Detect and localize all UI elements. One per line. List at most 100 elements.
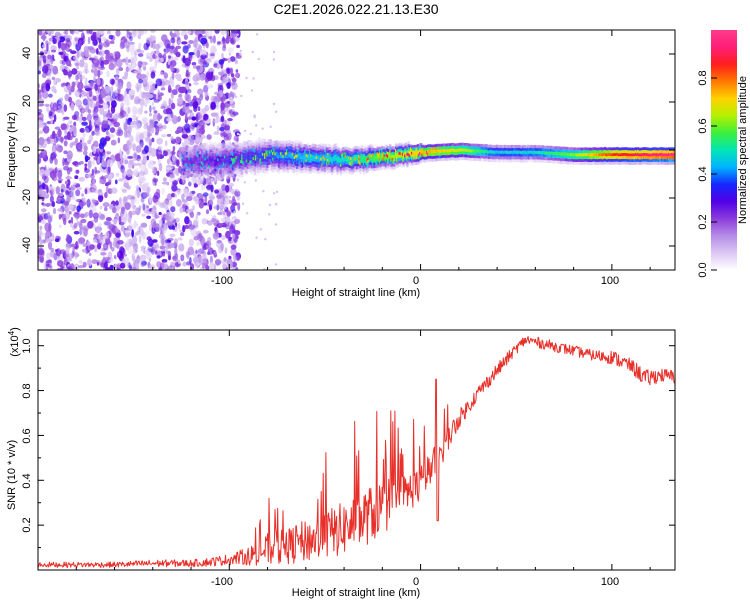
noise-blob — [96, 262, 100, 266]
ridge-cell — [182, 180, 185, 184]
noise-blob — [50, 58, 54, 65]
noise-dot — [257, 57, 260, 61]
ridge-cell — [190, 142, 193, 146]
noise-blob — [184, 202, 190, 206]
noise-blob — [75, 142, 83, 151]
ridge-cell — [187, 178, 190, 182]
noise-blob — [66, 234, 71, 242]
noise-blob — [200, 37, 208, 45]
noise-blob — [64, 158, 67, 162]
ridge-cell — [273, 169, 276, 173]
ridge-cell — [323, 172, 326, 175]
noise-dot — [236, 189, 239, 192]
noise-blob — [214, 30, 220, 34]
noise-blob — [138, 78, 144, 84]
noise-blob — [39, 130, 43, 134]
noise-blob — [174, 193, 177, 198]
noise-blob — [149, 34, 153, 43]
noise-dot — [243, 129, 247, 133]
noise-blob — [142, 78, 148, 88]
noise-blob — [92, 95, 97, 102]
noise-blob — [125, 233, 131, 237]
noise-blob — [82, 261, 87, 268]
noise-blob — [141, 177, 147, 183]
noise-blob — [229, 142, 232, 149]
noise-dot — [255, 124, 258, 127]
noise-blob — [110, 86, 114, 94]
noise-blob — [85, 30, 91, 35]
noise-blob — [144, 181, 150, 188]
noise-blob — [221, 234, 226, 241]
noise-blob — [104, 182, 109, 187]
noise-blob — [193, 81, 199, 86]
noise-blob — [164, 263, 168, 269]
noise-blob — [176, 199, 182, 207]
noise-blob — [54, 126, 61, 130]
noise-dot — [275, 203, 278, 206]
noise-blob — [143, 82, 150, 91]
noise-blob — [77, 81, 84, 90]
noise-blob — [49, 265, 53, 270]
noise-blob — [232, 111, 239, 116]
noise-blob — [113, 51, 120, 55]
noise-blob — [113, 121, 120, 128]
noise-blob — [74, 90, 80, 98]
noise-blob — [156, 170, 160, 176]
noise-blob — [42, 44, 46, 48]
noise-blob — [134, 168, 139, 173]
ridge-cell — [257, 170, 260, 174]
noise-blob — [168, 199, 173, 207]
ridge-cell — [207, 179, 211, 183]
noise-blob — [80, 51, 85, 58]
noise-blob — [99, 213, 106, 220]
noise-blob — [170, 136, 174, 142]
noise-dot — [251, 50, 254, 54]
noise-blob — [106, 166, 110, 176]
noise-blob — [47, 69, 52, 78]
noise-blob — [80, 218, 87, 224]
noise-dot — [272, 50, 276, 54]
noise-blob — [119, 197, 122, 205]
ridge-cell — [407, 141, 410, 145]
noise-blob — [58, 192, 64, 197]
noise-blob — [188, 52, 195, 56]
noise-blob — [70, 184, 76, 191]
noise-blob — [207, 220, 213, 226]
noise-blob — [43, 262, 47, 270]
noise-blob — [152, 106, 156, 111]
noise-blob — [86, 200, 90, 205]
noise-blob — [158, 219, 163, 227]
noise-blob — [87, 220, 94, 229]
noise-blob — [123, 99, 131, 106]
noise-dot — [253, 114, 256, 117]
noise-blob — [92, 112, 99, 119]
noise-blob — [214, 116, 221, 122]
noise-blob — [199, 73, 205, 81]
noise-blob — [184, 81, 190, 85]
noise-blob — [169, 267, 173, 270]
noise-blob — [148, 258, 152, 262]
ridge-cell — [277, 170, 281, 174]
noise-dot — [255, 33, 259, 36]
noise-blob — [98, 94, 102, 101]
ridge-cell — [361, 145, 364, 149]
noise-blob — [177, 222, 181, 230]
noise-blob — [102, 152, 106, 160]
noise-blob — [99, 178, 104, 185]
noise-blob — [155, 250, 158, 255]
noise-blob — [163, 48, 169, 54]
noise-blob — [48, 93, 53, 98]
noise-blob — [197, 248, 205, 254]
noise-blob — [46, 106, 50, 113]
noise-blob — [108, 34, 114, 40]
noise-blob — [180, 232, 185, 237]
noise-blob — [152, 242, 160, 251]
noise-blob — [229, 199, 232, 205]
noise-blob — [212, 35, 216, 44]
noise-blob — [87, 160, 92, 170]
ridge-cell — [196, 177, 199, 181]
noise-blob — [155, 49, 160, 55]
noise-blob — [146, 215, 151, 219]
noise-blob — [119, 262, 126, 269]
